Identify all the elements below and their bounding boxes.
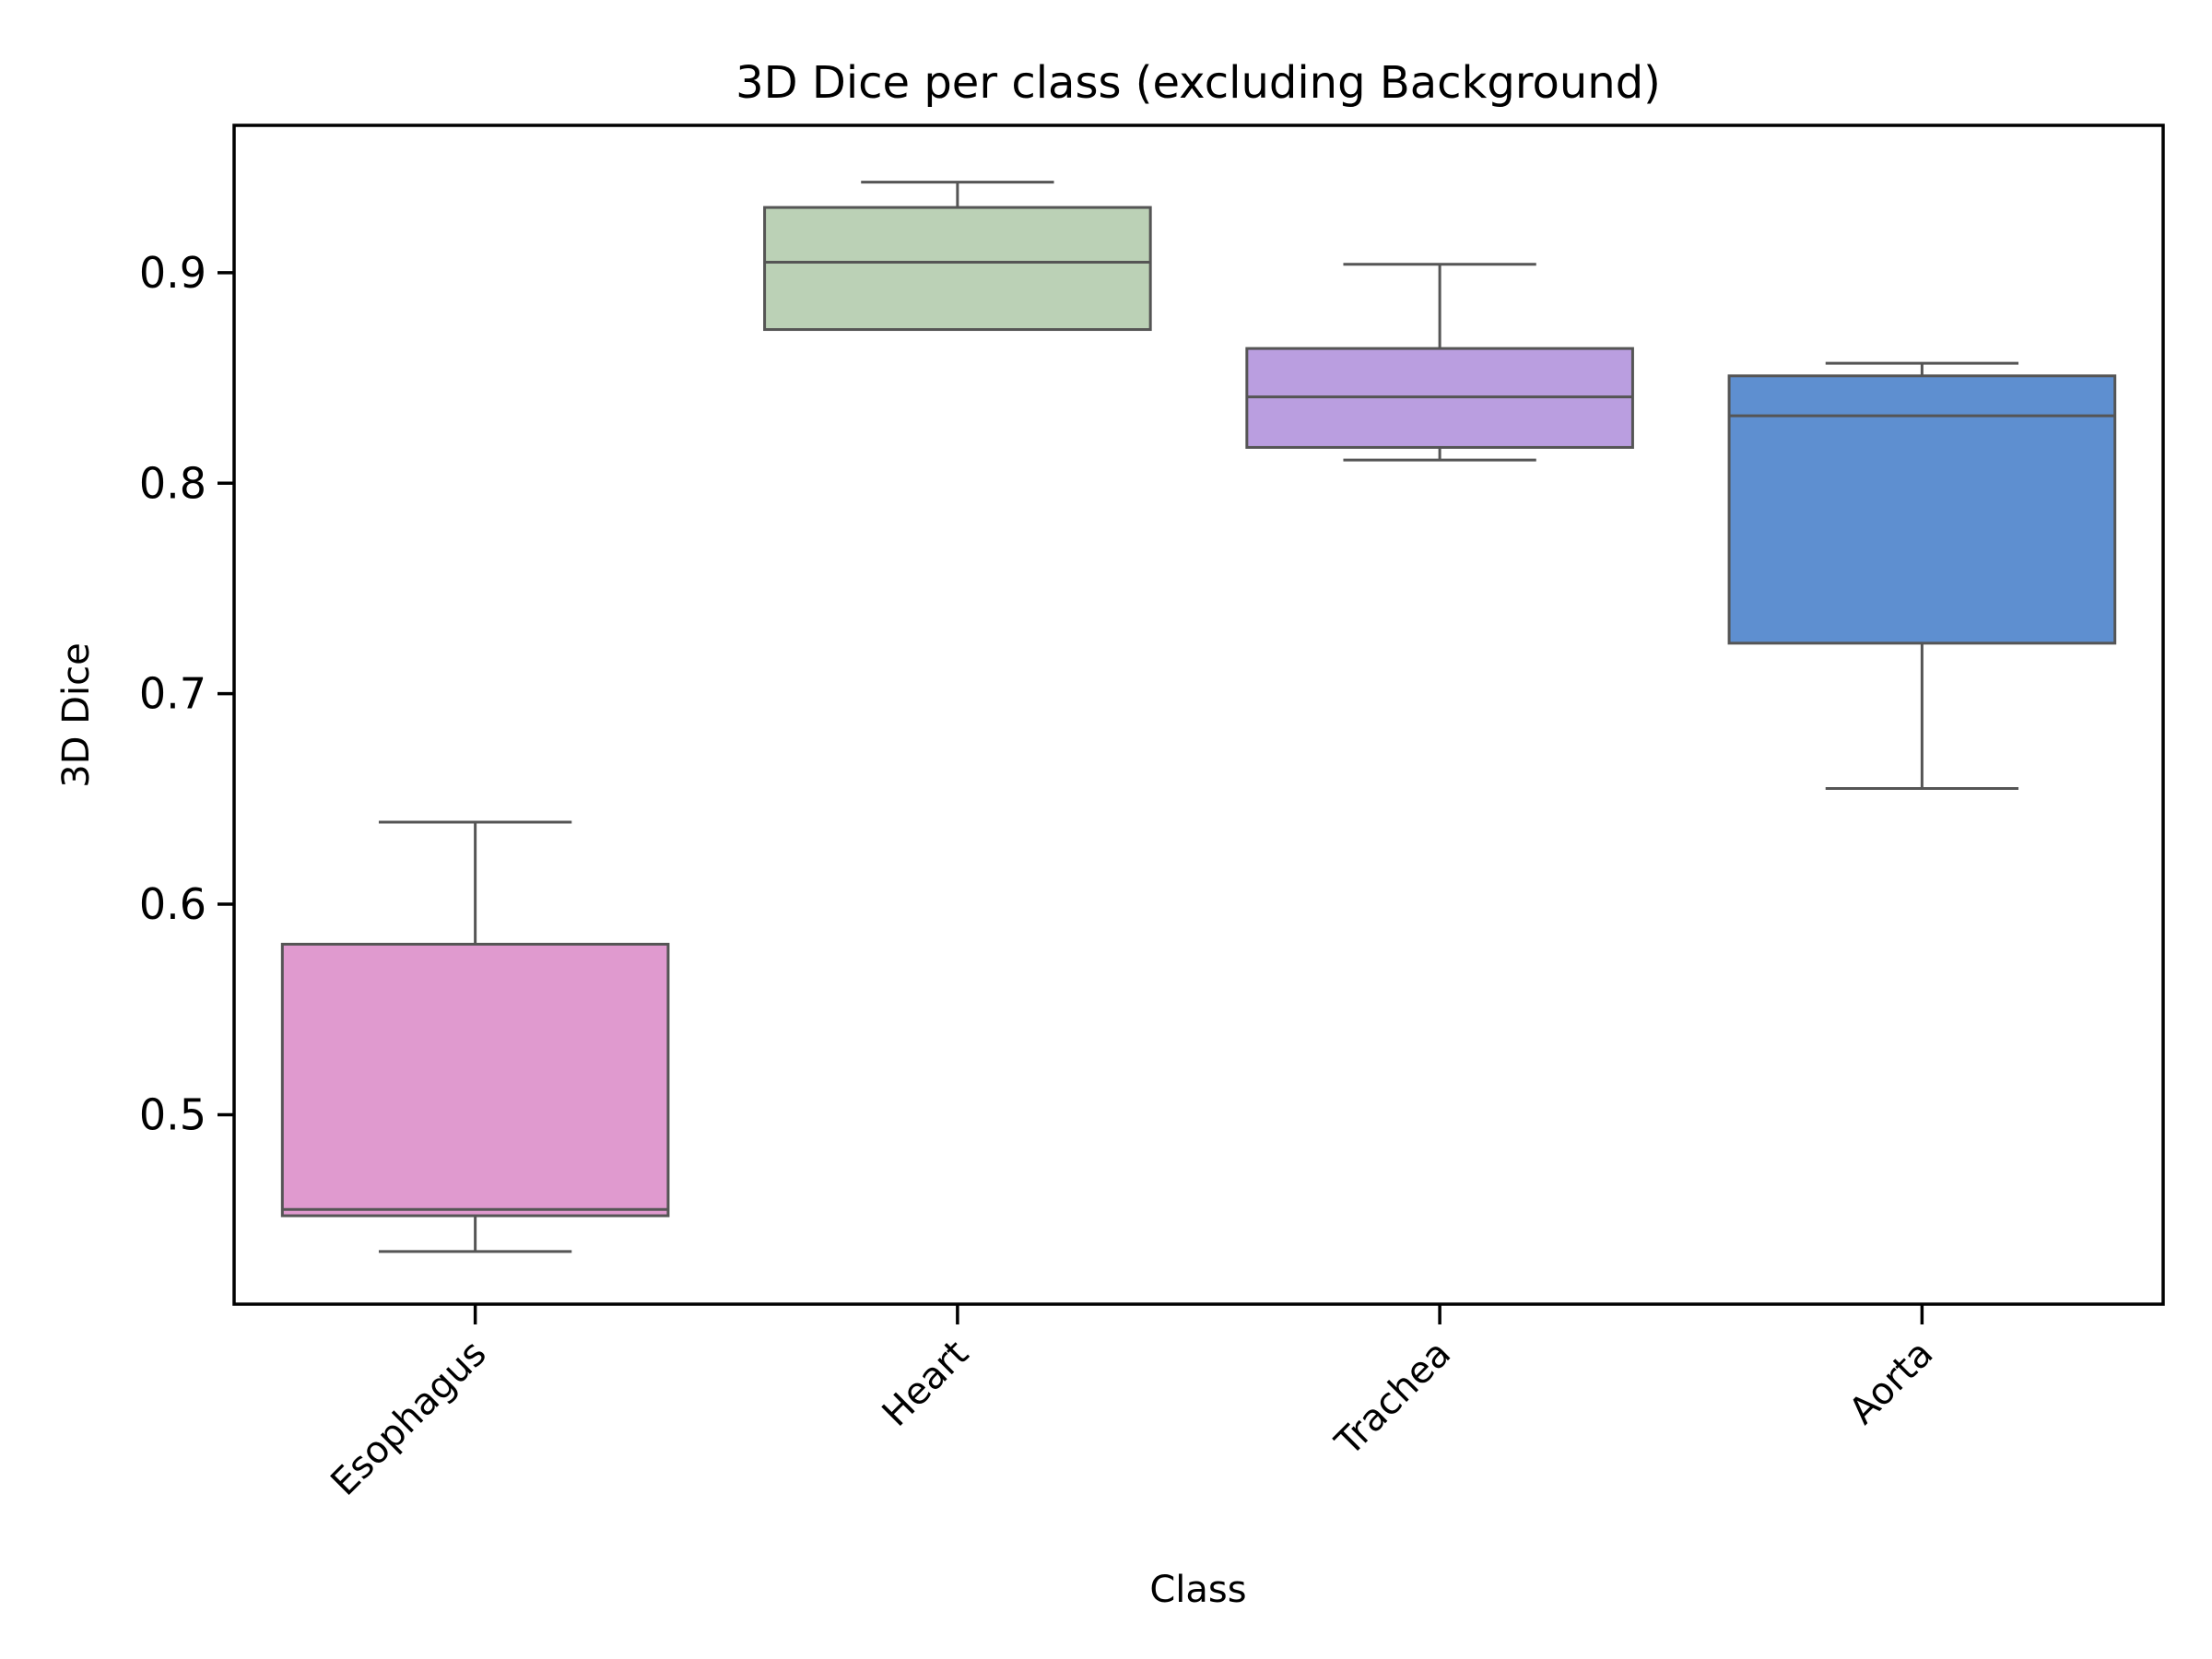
y-tick-label-1: 0.6 <box>139 879 206 929</box>
y-axis: 0.5 0.6 0.7 0.8 0.9 <box>139 248 234 1139</box>
box-esophagus <box>280 820 670 1253</box>
iqr-box-heart <box>763 206 1152 332</box>
y-tick-label-3: 0.8 <box>139 458 206 508</box>
iqr-box-esophagus <box>280 942 670 1218</box>
y-axis-label: 3D Dice <box>55 642 98 787</box>
y-tick-label-2: 0.7 <box>139 669 206 719</box>
box-aorta <box>1727 361 2117 790</box>
plot-frame <box>232 124 2165 1306</box>
y-tick-label-4: 0.9 <box>139 248 206 298</box>
box-trachea <box>1245 263 1634 462</box>
iqr-box-aorta <box>1727 374 2117 645</box>
box-heart <box>763 181 1152 332</box>
plot-area <box>280 181 2117 1253</box>
chart-title: 3D Dice per class (excluding Background) <box>735 57 1661 109</box>
x-axis-label: Class <box>1149 1569 1246 1611</box>
y-tick-label-0: 0.5 <box>139 1089 206 1139</box>
